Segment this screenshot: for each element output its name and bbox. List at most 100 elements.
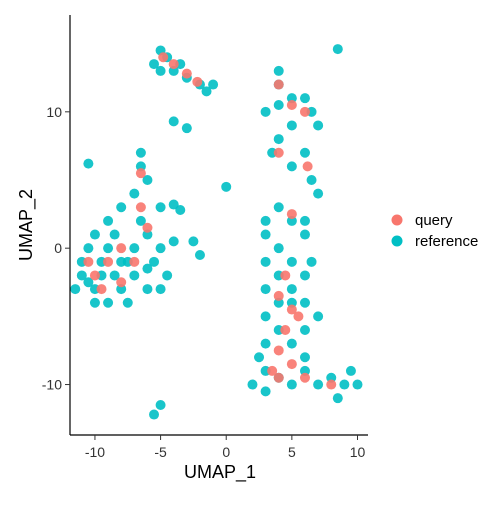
point (89, 270, 100, 281)
point (142, 222, 153, 233)
legend-label: query (415, 212, 453, 229)
point (103, 297, 114, 308)
point (116, 202, 127, 213)
point (70, 284, 81, 295)
point (313, 120, 324, 131)
point (286, 304, 297, 315)
point (299, 352, 310, 363)
point (286, 100, 297, 110)
point (260, 311, 271, 322)
point (149, 256, 160, 267)
point (299, 372, 310, 383)
point (168, 236, 179, 247)
x-axis-label: UMAP_1 (184, 462, 256, 483)
point (260, 106, 271, 117)
point (352, 379, 363, 390)
point (286, 161, 297, 172)
point (273, 202, 284, 213)
point (221, 181, 232, 192)
point (149, 59, 160, 70)
point (260, 338, 271, 349)
point (83, 256, 94, 267)
x-tick-label: -10 (85, 444, 105, 460)
x-tick-label: 5 (288, 444, 296, 460)
point (299, 147, 310, 158)
point (299, 229, 310, 240)
point (254, 352, 265, 363)
point (280, 325, 291, 335)
point (181, 68, 192, 79)
point (109, 229, 120, 240)
point (299, 297, 310, 308)
point (201, 86, 212, 97)
legend-label: reference (415, 233, 478, 250)
point (135, 215, 146, 226)
point (273, 290, 284, 301)
point (286, 120, 297, 131)
point (293, 311, 304, 322)
point (247, 379, 258, 390)
point (129, 256, 140, 267)
y-tick-label: -10 (42, 377, 62, 393)
point (162, 270, 173, 281)
point (142, 284, 153, 295)
point (299, 215, 310, 226)
point (135, 168, 146, 179)
point (273, 79, 284, 90)
point (89, 297, 100, 308)
point (168, 116, 179, 127)
point (299, 325, 310, 335)
y-tick-label: 10 (46, 104, 62, 120)
point (155, 202, 166, 213)
point (109, 270, 120, 281)
point (299, 93, 310, 104)
point (168, 59, 179, 70)
point (339, 379, 350, 390)
point (135, 147, 146, 158)
point (260, 229, 271, 240)
point (155, 65, 166, 76)
point (313, 311, 324, 322)
x-tick-label: 10 (350, 444, 366, 460)
point (286, 338, 297, 349)
point (273, 134, 284, 145)
point (273, 345, 284, 356)
point (260, 215, 271, 226)
point (273, 147, 284, 158)
point (83, 158, 94, 169)
point (332, 393, 343, 404)
legend-marker (391, 214, 403, 226)
point (306, 256, 317, 267)
point (129, 270, 140, 281)
point (273, 100, 284, 110)
point (273, 65, 284, 76)
point (175, 205, 186, 215)
point (83, 277, 94, 288)
point (273, 372, 284, 383)
point (188, 236, 199, 247)
point (122, 297, 133, 308)
point (302, 161, 313, 172)
point (116, 277, 127, 288)
point (260, 284, 271, 295)
point (345, 365, 356, 376)
y-axis-label: UMAP_2 (16, 189, 37, 261)
point (286, 379, 297, 390)
legend-marker (391, 235, 403, 247)
point (260, 386, 271, 397)
point (149, 409, 160, 420)
point (192, 76, 203, 87)
point (299, 270, 310, 281)
point (267, 365, 278, 376)
point (142, 175, 153, 185)
point (135, 202, 146, 213)
point (326, 379, 337, 390)
point (76, 270, 87, 281)
point (332, 44, 343, 55)
point (286, 284, 297, 295)
point (155, 400, 166, 410)
point (208, 79, 219, 90)
point (286, 256, 297, 267)
point (194, 250, 205, 260)
point (129, 243, 140, 254)
